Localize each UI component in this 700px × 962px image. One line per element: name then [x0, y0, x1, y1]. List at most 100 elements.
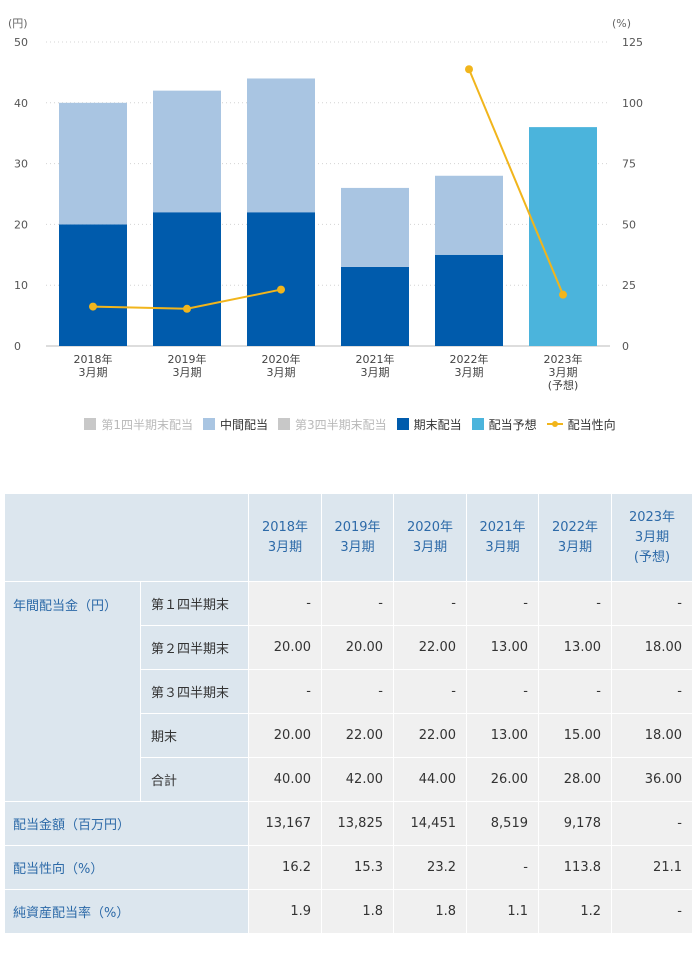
- y-left-tick: 10: [14, 279, 28, 292]
- x-tick-label: 3月期: [455, 366, 484, 379]
- table-cell: 15.3: [321, 845, 394, 890]
- table-header-row: 2018年 3月期 2019年 3月期 2020年 3月期 2021年 3月期 2022年 3月期…: [4, 493, 693, 582]
- row-sub-label: 第１四半期末: [140, 581, 249, 626]
- table-cell: 8,519: [466, 801, 539, 846]
- year-header: 2020年 3月期: [393, 493, 467, 582]
- bar-year-end: [59, 224, 127, 346]
- table-corner: [4, 493, 249, 582]
- row-label: 純資産配当率（%）: [4, 889, 249, 934]
- table-cell: 14,451: [393, 801, 467, 846]
- row-sub-label: 第３四半期末: [140, 669, 249, 714]
- table-cell: 9,178: [538, 801, 612, 846]
- table-cell: 21.1: [611, 845, 693, 890]
- x-tick-label: 3月期: [549, 366, 578, 379]
- row-sub-label: 第２四半期末: [140, 625, 249, 670]
- table-cell: -: [393, 669, 467, 714]
- y-left-tick: 40: [14, 97, 28, 110]
- y-right-tick: 50: [622, 218, 636, 231]
- payout-ratio-line: [468, 68, 564, 296]
- table-cell: 16.2: [248, 845, 322, 890]
- row-label: 配当金額（百万円）: [4, 801, 249, 846]
- year-header: 2021年 3月期: [466, 493, 539, 582]
- legend-item: 配当性向: [546, 416, 616, 433]
- table-cell: -: [611, 669, 693, 714]
- table-row: 配当性向（%） 16.2 15.3 23.2-113.8 21.1: [4, 845, 693, 890]
- chart-legend: 第1四半期末配当 中間配当 第3四半期末配当 期末配当 配当予想 配当性向: [0, 413, 700, 435]
- table-row: 期末 20.00 22.00 22.00 13.00 15.00 18.00: [5, 713, 693, 758]
- chart-canvas: (円) (%)0102030405002550751001252018年3月期20…: [8, 17, 643, 392]
- table-cell: -: [393, 581, 467, 626]
- payout-ratio-point: [277, 285, 285, 294]
- year-header: 2022年 3月期: [538, 493, 612, 582]
- dividend-table: 2018年 3月期 2019年 3月期 2020年 3月期 2021年 3月期 2022年 3月期…: [4, 493, 693, 934]
- table-cell: 22.00: [321, 713, 394, 758]
- x-tick-label: 2021年: [356, 352, 395, 366]
- legend-item: 配当予想: [471, 416, 537, 433]
- year-header: 2023年 3月期 (予想): [611, 493, 693, 582]
- bar-year-end: [247, 212, 315, 346]
- row-label: 配当性向（%）: [4, 845, 249, 890]
- legend-swatch: [396, 418, 409, 430]
- year-header-line: 2020年: [406, 519, 454, 535]
- legend-label: 配当予想: [488, 417, 537, 432]
- year-header-line: 3月期: [557, 539, 593, 555]
- table-cell: 1.8: [321, 889, 394, 934]
- table-cell: -: [611, 581, 693, 626]
- year-header: 2018年 3月期: [248, 493, 322, 582]
- y-right-tick: 25: [622, 279, 636, 292]
- table-cell: 28.00: [538, 757, 612, 802]
- table-cell: -: [611, 801, 693, 846]
- table-cell: 18.00: [611, 713, 693, 758]
- bar-year-end: [153, 212, 221, 346]
- table-cell: -: [611, 889, 693, 934]
- legend-label: 中間配当: [219, 417, 268, 432]
- bar-interim: [341, 187, 409, 267]
- year-header-line: 3月期: [634, 529, 670, 545]
- legend-item: 第1四半期末配当: [84, 416, 193, 433]
- table-cell: -: [466, 581, 539, 626]
- payout-ratio-point: [559, 290, 567, 299]
- year-header-line: 3月期: [340, 539, 375, 555]
- legend-swatch: [84, 418, 97, 430]
- x-tick-label: 2019年: [168, 352, 207, 366]
- table-cell: 20.00: [248, 713, 322, 758]
- table-cell: -: [466, 845, 539, 890]
- table-cell: 26.00: [466, 757, 539, 802]
- table-cell: 13.00: [466, 713, 539, 758]
- legend-swatch: [202, 418, 215, 430]
- table-cell: 23.2: [393, 845, 467, 890]
- table-row: 第２四半期末 20.00 20.00 22.00 13.00 13.00 18.00: [5, 625, 693, 670]
- year-header-line: 2019年: [334, 519, 381, 535]
- table-cell: 36.00: [611, 757, 693, 802]
- x-tick-label: 2023年: [544, 352, 583, 366]
- row-group-label: 年間配当金（円）: [4, 581, 141, 802]
- table-cell: 20.00: [248, 625, 322, 670]
- bar-year-end: [435, 254, 503, 346]
- x-tick-label: 3月期: [173, 366, 202, 379]
- y-right-tick: 125: [622, 36, 643, 49]
- table-cell: 13.00: [466, 625, 539, 670]
- bar-interim: [435, 175, 503, 255]
- table-cell: 42.00: [321, 757, 394, 802]
- x-tick-label: 3月期: [361, 366, 390, 379]
- year-header-line: 2022年: [551, 519, 599, 535]
- year-header-line: 2023年: [628, 509, 676, 525]
- x-tick-label: (予想): [548, 378, 579, 392]
- table-row: 年間配当金（円） 第１四半期末 - - - - - -: [4, 581, 693, 802]
- payout-ratio-point: [89, 302, 97, 311]
- year-header-line: (予想): [633, 549, 671, 565]
- table-row: 合計 40.00 42.00 44.00 26.00 28.00 36.00: [5, 757, 693, 802]
- table-cell: 1.1: [466, 889, 539, 934]
- y-left-tick: 50: [14, 36, 28, 49]
- x-tick-label: 3月期: [267, 366, 296, 379]
- table-cell: -: [321, 669, 394, 714]
- x-tick-label: 2018年: [74, 352, 113, 366]
- x-tick-label: 2020年: [262, 352, 301, 366]
- bar-interim: [153, 90, 221, 213]
- table-cell: -: [248, 669, 322, 714]
- y-left-unit: (円): [8, 17, 28, 30]
- table-cell: 20.00: [321, 625, 394, 670]
- table-cell: 13.00: [538, 625, 612, 670]
- y-right-unit: (%): [612, 17, 631, 30]
- table-cell: 1.2: [538, 889, 612, 934]
